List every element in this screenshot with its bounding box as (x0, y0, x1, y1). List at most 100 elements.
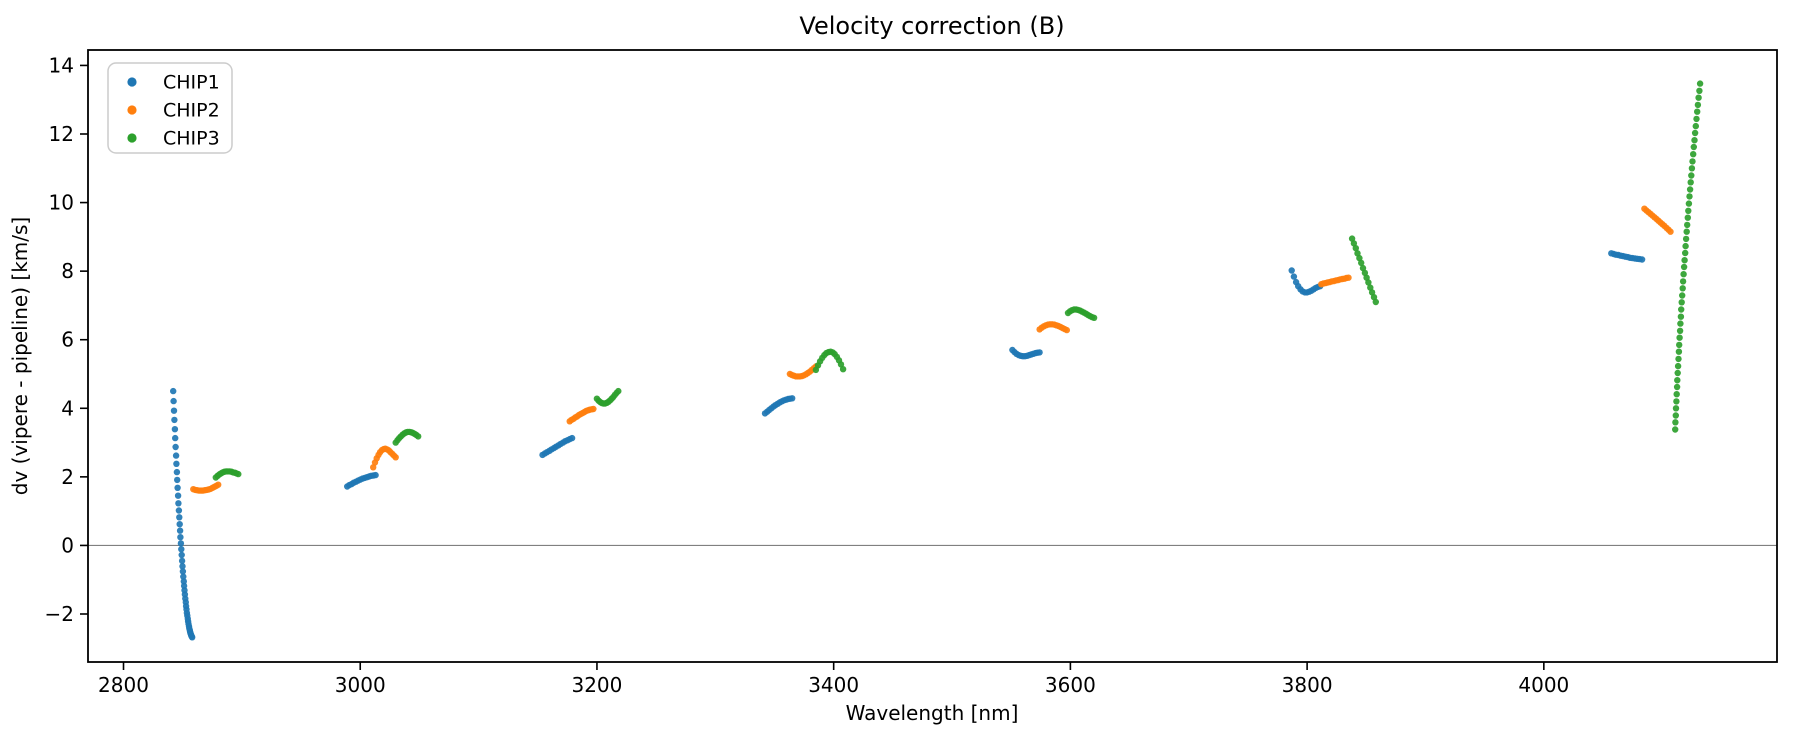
x-tick-label: 3600 (1045, 673, 1096, 697)
data-point-chip3-seg7 (1674, 369, 1681, 377)
data-point-chip1-seg1 (176, 514, 183, 521)
data-point-chip1-seg1 (189, 634, 196, 641)
y-tick-label: 4 (61, 396, 74, 420)
series-chip1 (170, 250, 1646, 641)
legend-marker-chip2 (127, 105, 137, 115)
chart-title: Velocity correction (B) (799, 12, 1064, 40)
data-point-chip3-seg6 (1372, 298, 1380, 306)
data-point-chip3-seg7 (1688, 165, 1696, 172)
data-point-chip3-seg4 (837, 361, 845, 368)
data-point-chip3-seg7 (1678, 299, 1685, 306)
data-point-chip2-seg7 (1667, 228, 1674, 235)
data-point-chip1-seg1 (175, 507, 183, 514)
data-point-chip3-seg7 (1672, 419, 1679, 426)
data-point-chip3-seg7 (1682, 235, 1690, 243)
data-point-chip1-seg1 (176, 527, 184, 534)
data-point-chip3-seg6 (1370, 294, 1378, 301)
data-point-chip1-seg1 (178, 557, 186, 565)
data-point-chip3-seg7 (1691, 137, 1698, 144)
data-point-chip3-seg7 (1673, 398, 1680, 405)
data-point-chip1-seg1 (173, 460, 180, 467)
y-axis-label: dv (vipere - pipeline) [km/s] (8, 217, 32, 495)
y-tick-label: −2 (45, 602, 74, 626)
data-point-chip3-seg6 (1350, 240, 1358, 247)
data-point-chip3-seg5 (1090, 314, 1098, 321)
data-point-chip3-seg7 (1673, 383, 1681, 391)
x-tick-label: 3200 (571, 673, 622, 697)
x-axis-label: Wavelength [nm] (846, 701, 1019, 725)
data-point-chip1-seg1 (179, 568, 187, 575)
y-tick-label: 6 (61, 328, 74, 352)
data-point-chip3-seg4 (839, 366, 847, 373)
data-point-chip1-seg1 (174, 492, 182, 499)
data-point-chip3-seg7 (1674, 377, 1681, 384)
data-point-chip3-seg7 (1684, 221, 1691, 229)
x-tick-label: 3400 (808, 673, 859, 697)
legend-box (107, 62, 233, 154)
data-point-chip1-seg1 (170, 407, 178, 414)
data-point-chip1-seg1 (172, 434, 179, 442)
data-point-chip2-seg2 (392, 454, 399, 461)
data-point-chip1-seg1 (174, 476, 181, 484)
data-point-chip3-seg6 (1359, 264, 1367, 272)
data-point-chip3-seg7 (1679, 278, 1687, 285)
data-point-chip3-seg7 (1689, 158, 1696, 165)
data-point-chip1-seg1 (179, 563, 186, 570)
data-point-chip1-seg1 (177, 540, 185, 547)
data-point-chip3-seg7 (1696, 87, 1703, 95)
data-point-chip3-seg7 (1685, 207, 1692, 214)
y-tick-label: 0 (61, 533, 74, 557)
data-point-chip2-seg1 (215, 481, 222, 488)
data-point-chip3-seg7 (1675, 348, 1683, 355)
data-point-chip3-seg7 (1693, 115, 1700, 123)
legend-label-chip2: CHIP2 (163, 100, 220, 122)
data-point-chip1-seg1 (174, 484, 181, 491)
data-point-chip1-seg1 (178, 551, 185, 559)
y-tick-label: 2 (61, 465, 74, 489)
data-point-chip3-seg7 (1680, 263, 1688, 271)
data-point-chip3-seg7 (1678, 306, 1685, 313)
y-tick-label: 12 (49, 122, 74, 146)
x-tick-label: 4000 (1518, 673, 1569, 697)
data-point-chip3-seg7 (1684, 214, 1692, 221)
data-point-chip3-seg7 (1677, 320, 1684, 327)
plot-border (87, 49, 1778, 663)
data-point-chip3-seg7 (1672, 412, 1680, 419)
data-point-chip3-seg3 (615, 387, 622, 395)
data-point-chip3-seg7 (1676, 341, 1683, 349)
data-point-chip1-seg1 (172, 443, 179, 451)
legend-marker-chip1 (127, 77, 137, 87)
data-point-chip3-seg7 (1686, 193, 1693, 200)
legend-label-chip3: CHIP3 (163, 128, 220, 150)
data-point-chip3-seg7 (1676, 327, 1684, 334)
data-point-chip3-seg7 (1672, 405, 1680, 412)
data-point-chip3-seg7 (1673, 391, 1680, 398)
data-point-chip3-seg6 (1368, 289, 1376, 296)
data-point-chip3-seg7 (1680, 271, 1687, 278)
data-point-chip3-seg6 (1367, 284, 1374, 291)
data-point-chip3-seg7 (1682, 242, 1689, 250)
data-point-chip3-seg7 (1685, 200, 1693, 207)
data-point-chip1-seg1 (178, 546, 185, 553)
data-point-chip1-seg6 (1288, 267, 1295, 274)
data-point-chip3-seg7 (1687, 179, 1694, 186)
data-point-chip3-seg7 (1694, 108, 1701, 115)
data-point-chip3-seg7 (1679, 285, 1686, 292)
data-point-chip3-seg6 (1352, 245, 1360, 252)
data-point-chip3-seg6 (1356, 254, 1363, 262)
x-tick-label: 3800 (1282, 673, 1333, 697)
data-point-chip1-seg7 (1638, 256, 1646, 263)
data-point-chip1-seg1 (170, 397, 177, 405)
data-point-chip1-seg5 (1036, 349, 1043, 356)
data-point-chip3-seg7 (1672, 426, 1679, 433)
data-point-chip3-seg7 (1691, 129, 1699, 137)
data-point-chip3-seg7 (1695, 94, 1702, 101)
legend-label-chip1: CHIP1 (163, 72, 220, 94)
data-point-chip3-seg7 (1677, 313, 1685, 320)
data-point-chip3-seg7 (1696, 80, 1704, 87)
data-point-chip1-seg4 (789, 395, 796, 402)
y-tick-label: 14 (49, 53, 74, 77)
data-point-chip2-seg2 (370, 464, 377, 471)
